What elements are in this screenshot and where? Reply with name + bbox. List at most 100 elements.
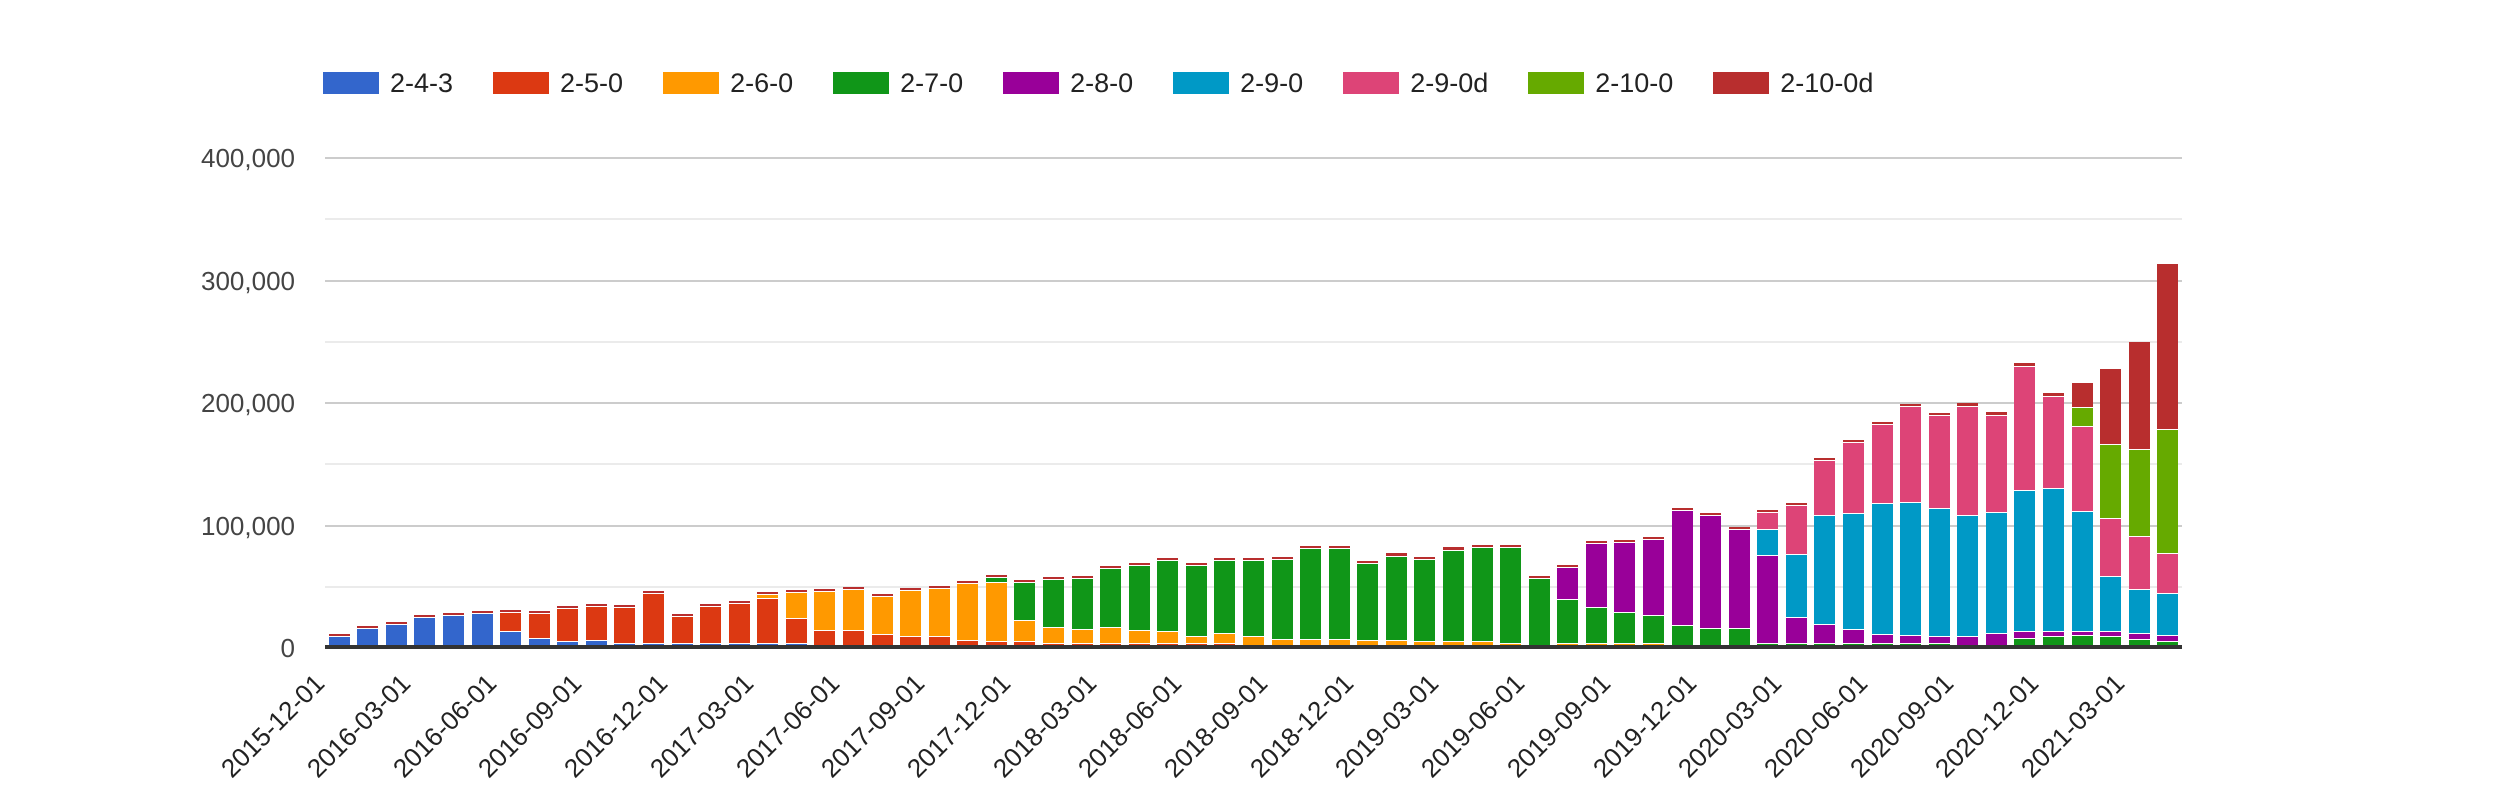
bar-2019-03-01[interactable] xyxy=(1442,547,1464,646)
bar-2018-07-01[interactable] xyxy=(1214,558,1236,646)
bar-2017-09-01[interactable] xyxy=(928,585,950,646)
bar-2017-03-01[interactable] xyxy=(757,592,779,646)
bar-2016-09-01[interactable] xyxy=(585,604,607,646)
bar-2018-09-01[interactable] xyxy=(1271,557,1293,646)
segment-separator xyxy=(985,641,1007,643)
bar-2018-11-01[interactable] xyxy=(1328,546,1350,646)
segment-separator xyxy=(414,617,436,619)
bar-2019-10-01[interactable] xyxy=(1642,536,1664,646)
bar-2019-02-01[interactable] xyxy=(1414,557,1436,646)
bar-2021-03-01[interactable] xyxy=(2128,342,2150,646)
bar-2021-01-01[interactable] xyxy=(2071,382,2093,646)
bar-2019-05-01[interactable] xyxy=(1500,544,1522,646)
bar-2018-06-01[interactable] xyxy=(1185,563,1207,646)
bar-2018-03-01[interactable] xyxy=(1100,565,1122,646)
bar-2019-04-01[interactable] xyxy=(1471,544,1493,646)
segment-separator xyxy=(1842,513,1864,515)
segment-separator xyxy=(900,590,922,592)
bar-2020-04-01[interactable] xyxy=(1814,457,1836,646)
segment-2-10-0d xyxy=(1100,565,1122,568)
bar-2016-12-01[interactable] xyxy=(671,613,693,646)
segment-separator xyxy=(1243,636,1264,638)
bar-2018-05-01[interactable] xyxy=(1157,558,1179,646)
bar-2020-06-01[interactable] xyxy=(1871,421,1893,646)
segment-separator xyxy=(1100,567,1122,569)
segment-separator xyxy=(1528,578,1550,580)
bar-2019-12-01[interactable] xyxy=(1700,513,1722,646)
bar-2020-11-01[interactable] xyxy=(2014,362,2036,646)
legend-label: 2-4-3 xyxy=(390,68,454,98)
bar-2020-10-01[interactable] xyxy=(1985,411,2007,646)
segment-2-7-0 xyxy=(1528,579,1550,646)
bar-2019-08-01[interactable] xyxy=(1585,541,1607,646)
segment-2-8-0 xyxy=(1785,618,1807,643)
y-tick-label: 400,000 xyxy=(201,143,295,173)
bar-2020-01-01[interactable] xyxy=(1728,526,1750,646)
bar-2020-02-01[interactable] xyxy=(1757,509,1779,646)
bar-2020-07-01[interactable] xyxy=(1900,403,1922,646)
bar-2018-12-01[interactable] xyxy=(1357,561,1379,646)
segment-2-9-0d xyxy=(1814,460,1836,516)
legend-item-2-5-0: 2-5-0 xyxy=(493,70,623,97)
segment-separator xyxy=(2128,638,2150,640)
bar-2016-06-01[interactable] xyxy=(500,609,522,646)
bar-2020-12-01[interactable] xyxy=(2042,392,2064,646)
segment-2-9-0d xyxy=(1785,505,1807,555)
segment-2-8-0 xyxy=(2100,632,2122,637)
bar-2019-11-01[interactable] xyxy=(1671,507,1693,646)
bar-2017-08-01[interactable] xyxy=(900,588,922,646)
bar-2017-11-01[interactable] xyxy=(985,574,1007,646)
x-axis-baseline xyxy=(325,645,2182,649)
bar-2017-02-01[interactable] xyxy=(728,600,750,646)
gridline-major xyxy=(325,157,2182,159)
segment-separator xyxy=(2100,631,2122,633)
bar-2020-03-01[interactable] xyxy=(1785,502,1807,646)
segment-separator xyxy=(1757,642,1779,644)
bar-2017-05-01[interactable] xyxy=(814,589,836,646)
segment-2-10-0d xyxy=(1528,576,1550,579)
segment-separator xyxy=(1700,515,1722,517)
segment-2-8-0 xyxy=(1900,635,1922,643)
segment-separator xyxy=(2100,444,2122,446)
bar-2016-07-01[interactable] xyxy=(528,611,550,646)
bar-2017-12-01[interactable] xyxy=(1014,579,1036,646)
bar-2020-09-01[interactable] xyxy=(1957,402,1979,646)
bar-2021-02-01[interactable] xyxy=(2100,368,2122,646)
bar-2017-06-01[interactable] xyxy=(843,586,865,646)
bar-2017-01-01[interactable] xyxy=(700,603,722,646)
bar-2016-03-01[interactable] xyxy=(414,615,436,646)
bar-2016-08-01[interactable] xyxy=(557,605,579,646)
bar-2019-07-01[interactable] xyxy=(1557,564,1579,646)
bar-2019-01-01[interactable] xyxy=(1385,553,1407,646)
segment-2-8-0 xyxy=(1585,544,1607,608)
bar-2017-04-01[interactable] xyxy=(785,590,807,646)
bar-2018-01-01[interactable] xyxy=(1043,577,1064,646)
segment-2-4-3 xyxy=(443,616,465,646)
bar-2017-07-01[interactable] xyxy=(871,594,893,646)
segment-separator xyxy=(1500,547,1522,549)
bar-2021-04-01[interactable] xyxy=(2157,264,2179,646)
bar-2020-08-01[interactable] xyxy=(1928,412,1950,646)
bar-2016-10-01[interactable] xyxy=(614,605,636,646)
bar-2016-01-01[interactable] xyxy=(357,625,379,646)
segment-2-10-0 xyxy=(2100,445,2122,518)
bar-2016-04-01[interactable] xyxy=(443,613,465,646)
bar-2019-09-01[interactable] xyxy=(1614,540,1636,646)
segment-separator xyxy=(2042,630,2064,632)
bar-2016-05-01[interactable] xyxy=(471,611,493,646)
bar-2018-10-01[interactable] xyxy=(1300,546,1322,646)
bar-2018-02-01[interactable] xyxy=(1071,576,1093,646)
bar-2017-10-01[interactable] xyxy=(957,581,979,646)
segment-2-7-0 xyxy=(1014,582,1036,620)
bar-2018-08-01[interactable] xyxy=(1243,557,1264,646)
bar-2019-06-01[interactable] xyxy=(1528,576,1550,646)
bar-2016-11-01[interactable] xyxy=(643,590,665,646)
bar-2020-05-01[interactable] xyxy=(1842,439,1864,646)
bar-2016-02-01[interactable] xyxy=(385,621,407,646)
segment-separator xyxy=(1614,542,1636,544)
segment-separator xyxy=(1100,643,1122,644)
bar-2015-12-01[interactable] xyxy=(328,634,350,646)
segment-separator xyxy=(1985,633,2007,635)
bar-2018-04-01[interactable] xyxy=(1128,563,1150,646)
segment-separator xyxy=(871,596,893,598)
